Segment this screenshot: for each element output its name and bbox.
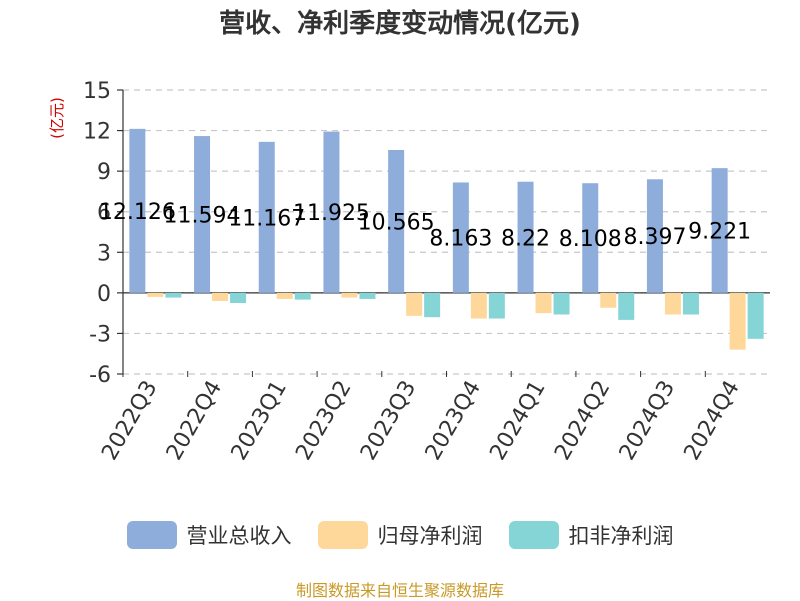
bar-3: [553, 292, 570, 315]
x-tick-label: 2023Q1: [227, 377, 292, 465]
bar-3: [359, 292, 376, 299]
legend-label: 归母净利润: [377, 524, 483, 548]
source-note: 制图数据来自恒生聚源数据库: [295, 581, 504, 600]
legend-swatch: [126, 521, 177, 549]
data-label: 9.221: [688, 220, 751, 245]
bar-2: [406, 292, 423, 316]
x-tick-label: 2024Q4: [680, 377, 745, 465]
bar-3: [230, 292, 247, 303]
bar-3: [618, 292, 635, 320]
y-tick-label: 12: [83, 120, 111, 145]
legend-item[interactable]: 扣非净利润: [508, 520, 674, 550]
legend-item[interactable]: 归母净利润: [317, 520, 483, 550]
x-tick-label: 2023Q3: [356, 377, 421, 465]
y-tick-label: 3: [97, 241, 111, 266]
legend: 营业总收入 归母净利润 扣非净利润: [0, 515, 800, 555]
y-tick-label: 0: [97, 282, 111, 307]
legend-item[interactable]: 营业总收入: [126, 520, 292, 550]
data-label: 8.163: [429, 227, 492, 252]
chart-title: 营收、净利季度变动情况(亿元): [219, 9, 581, 39]
x-tick-label: 2024Q3: [615, 377, 680, 465]
bar-1: [258, 141, 275, 293]
y-tick-label: 15: [83, 79, 111, 104]
bar-3: [747, 292, 764, 339]
bar-3: [488, 292, 505, 319]
bar-1: [194, 136, 211, 293]
x-tick-label: 2022Q3: [97, 377, 162, 465]
legend-swatch: [317, 521, 368, 549]
bar-1: [388, 149, 405, 293]
bar-1: [452, 182, 469, 293]
legend-swatch: [508, 521, 559, 549]
data-label: 12.126: [99, 200, 176, 225]
x-tick-label: 2024Q1: [485, 377, 550, 465]
bar-2: [341, 292, 358, 298]
y-axis-label: (亿元): [48, 97, 66, 139]
bar-2: [212, 292, 229, 301]
bar-2: [147, 292, 164, 297]
y-tick-label: -3: [89, 322, 111, 347]
bar-2: [470, 292, 487, 319]
legend-label: 营业总收入: [186, 524, 292, 548]
y-tick-label: -6: [89, 363, 111, 388]
bar-3: [294, 292, 311, 300]
bar-1: [711, 168, 728, 293]
x-tick-label: 2022Q4: [162, 377, 227, 465]
data-label: 8.108: [559, 227, 622, 252]
x-tick-label: 2023Q4: [421, 376, 486, 464]
bar-1: [517, 181, 534, 293]
x-tick-label: 2023Q2: [291, 377, 356, 465]
bar-1: [582, 183, 599, 293]
data-label: 8.22: [501, 226, 550, 251]
bar-2: [664, 292, 681, 315]
data-label: 8.397: [623, 225, 686, 250]
legend-label: 扣非净利润: [568, 524, 674, 548]
data-label: 10.565: [358, 210, 435, 235]
bar-2: [600, 292, 617, 308]
bar-1: [323, 131, 340, 293]
bar-1: [646, 179, 663, 293]
y-tick-label: 9: [97, 160, 111, 185]
x-tick-label: 2024Q2: [550, 377, 615, 465]
bars: [129, 128, 764, 350]
bar-3: [424, 292, 441, 318]
bar-3: [165, 292, 182, 298]
bar-2: [729, 292, 746, 350]
bar-2: [535, 292, 552, 314]
bar-1: [129, 128, 146, 293]
y-tick-label: 6: [97, 201, 111, 226]
bar-2: [276, 292, 293, 299]
data-label: 11.594: [164, 203, 241, 228]
bar-3: [682, 292, 699, 315]
data-label: 11.925: [293, 201, 370, 226]
data-label: 11.167: [228, 206, 305, 231]
